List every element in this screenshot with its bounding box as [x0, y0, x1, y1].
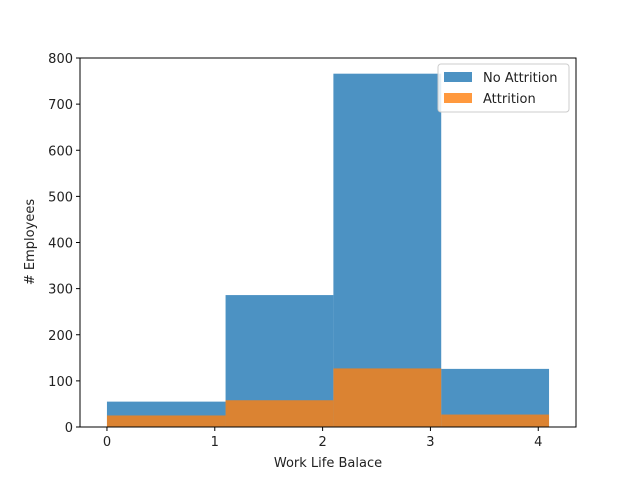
x-tick-label: 2 [318, 435, 326, 450]
y-tick-label: 500 [48, 190, 73, 205]
y-tick-label: 800 [48, 52, 73, 67]
x-tick-label: 4 [534, 435, 542, 450]
y-tick-label: 400 [48, 237, 73, 252]
bar-no-attrition-2 [333, 73, 442, 428]
y-tick-label: 700 [48, 98, 73, 113]
bar-attrition-0 [106, 415, 226, 427]
x-axis-label: Work Life Balace [274, 456, 382, 471]
x-tick-label: 0 [103, 435, 111, 450]
y-axis-label: # Employees [23, 199, 38, 285]
legend-label-attrition: Attrition [483, 92, 536, 107]
legend-swatch-no-attrition [444, 72, 472, 82]
y-tick-label: 100 [48, 375, 73, 390]
x-axis: 0 1 2 3 4 [103, 427, 542, 450]
bar-attrition-3 [441, 414, 550, 427]
bar-attrition-1 [225, 400, 334, 427]
legend-swatch-attrition [444, 93, 472, 103]
bar-attrition-2 [333, 368, 442, 427]
legend: No Attrition Attrition [437, 63, 570, 113]
y-tick-label: 600 [48, 144, 73, 159]
y-tick-label: 300 [48, 283, 73, 298]
x-tick-label: 1 [211, 435, 219, 450]
legend-label-no-attrition: No Attrition [483, 71, 558, 86]
y-tick-label: 200 [48, 329, 73, 344]
y-axis: 0 100 200 300 400 500 600 700 800 [48, 52, 80, 436]
bars-layer [106, 73, 550, 428]
y-tick-label: 0 [65, 421, 73, 436]
x-tick-label: 3 [426, 435, 434, 450]
